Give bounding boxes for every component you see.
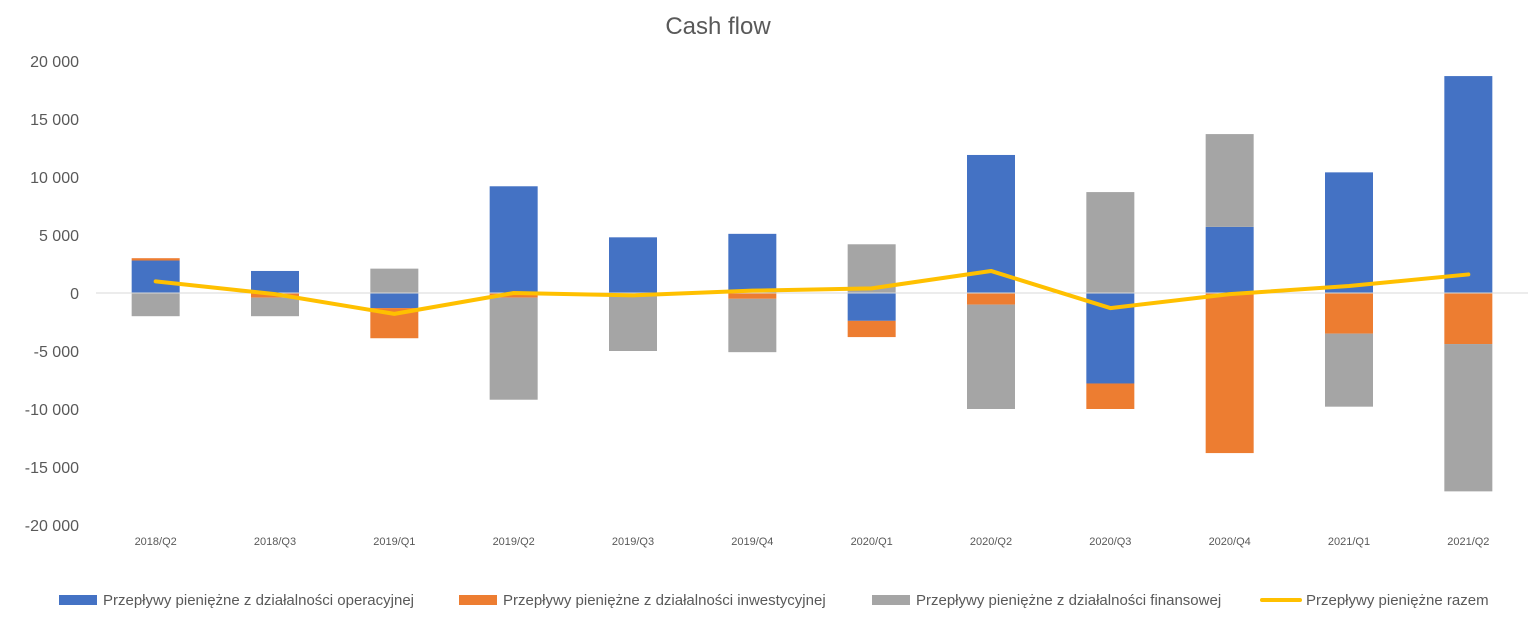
bar-series-1 (1325, 172, 1373, 293)
x-tick-label: 2018/Q3 (254, 536, 296, 548)
bar-series-2 (131, 258, 180, 261)
bar-series-3 (1444, 344, 1493, 492)
x-tick-label: 2021/Q1 (1328, 536, 1370, 548)
x-tick-label: 2019/Q4 (731, 536, 773, 548)
bar-series-3 (1086, 192, 1135, 293)
y-tick-label: -15 000 (25, 460, 79, 477)
bar-series-3 (370, 268, 419, 293)
bar-series-1 (728, 233, 777, 293)
bar-series-2 (1325, 293, 1373, 334)
y-tick-label: 15 000 (30, 112, 79, 129)
bar-series-1 (609, 237, 657, 293)
bar-series-3 (1205, 134, 1254, 227)
legend-swatch (872, 595, 910, 605)
x-axis-labels: 2018/Q2 2018/Q3 2019/Q1 2019/Q2 2019/Q3 2019/… (135, 536, 1490, 548)
bar-series-1 (847, 293, 896, 321)
legend-swatch (459, 595, 497, 605)
bar-series-3 (251, 297, 299, 317)
bar-series-3 (967, 304, 1015, 409)
x-tick-label: 2019/Q2 (493, 536, 535, 548)
total-cash-flow-line (153, 268, 1471, 316)
y-tick-label: 5 000 (39, 228, 79, 245)
bar-series-3 (609, 295, 657, 351)
line-layer (153, 268, 1471, 316)
x-tick-label: 2019/Q1 (373, 536, 415, 548)
legend-label: Przepływy pieniężne z działalności inwes… (503, 592, 826, 609)
x-tick-label: 2020/Q1 (851, 536, 893, 548)
y-tick-label: -20 000 (25, 518, 79, 535)
bar-series-1 (251, 270, 299, 293)
x-tick-label: 2021/Q2 (1447, 536, 1489, 548)
legend-label: Przepływy pieniężne z działalności opera… (103, 592, 414, 609)
bar-series-2 (728, 293, 777, 299)
legend: Przepływy pieniężne z działalności opera… (59, 592, 1489, 609)
x-tick-label: 2018/Q2 (135, 536, 177, 548)
chart-title: Cash flow (665, 13, 771, 40)
y-tick-label: -10 000 (25, 402, 79, 419)
y-tick-label: 0 (70, 286, 79, 303)
y-tick-label: -5 000 (34, 344, 79, 361)
bars-layer (131, 76, 1493, 492)
legend-swatch (59, 595, 97, 605)
legend-label: Przepływy pieniężne razem (1306, 592, 1489, 609)
bar-series-1 (370, 293, 419, 309)
bar-series-2 (1444, 293, 1493, 345)
bar-series-2 (1086, 383, 1135, 409)
x-tick-label: 2020/Q4 (1209, 536, 1251, 548)
bar-series-2 (967, 293, 1015, 305)
legend-label: Przepływy pieniężne z działalności finan… (916, 592, 1221, 609)
bar-series-2 (1205, 293, 1254, 454)
bar-series-1 (489, 186, 538, 293)
bar-series-2 (847, 320, 896, 338)
bar-series-3 (728, 298, 777, 353)
bar-series-2 (489, 293, 538, 298)
bar-series-1 (131, 260, 180, 293)
bar-series-3 (489, 297, 538, 400)
bar-series-1 (1444, 76, 1493, 293)
bar-series-3 (131, 293, 180, 317)
y-axis-labels: 20 000 15 000 10 000 5 000 0 -5 000 -10 000 -15… (25, 54, 79, 535)
x-tick-label: 2019/Q3 (612, 536, 654, 548)
x-tick-label: 2020/Q2 (970, 536, 1012, 548)
x-tick-label: 2020/Q3 (1089, 536, 1131, 548)
y-tick-label: 10 000 (30, 170, 79, 187)
y-tick-label: 20 000 (30, 54, 79, 71)
bar-series-1 (1205, 226, 1254, 293)
bar-series-3 (1325, 333, 1373, 407)
